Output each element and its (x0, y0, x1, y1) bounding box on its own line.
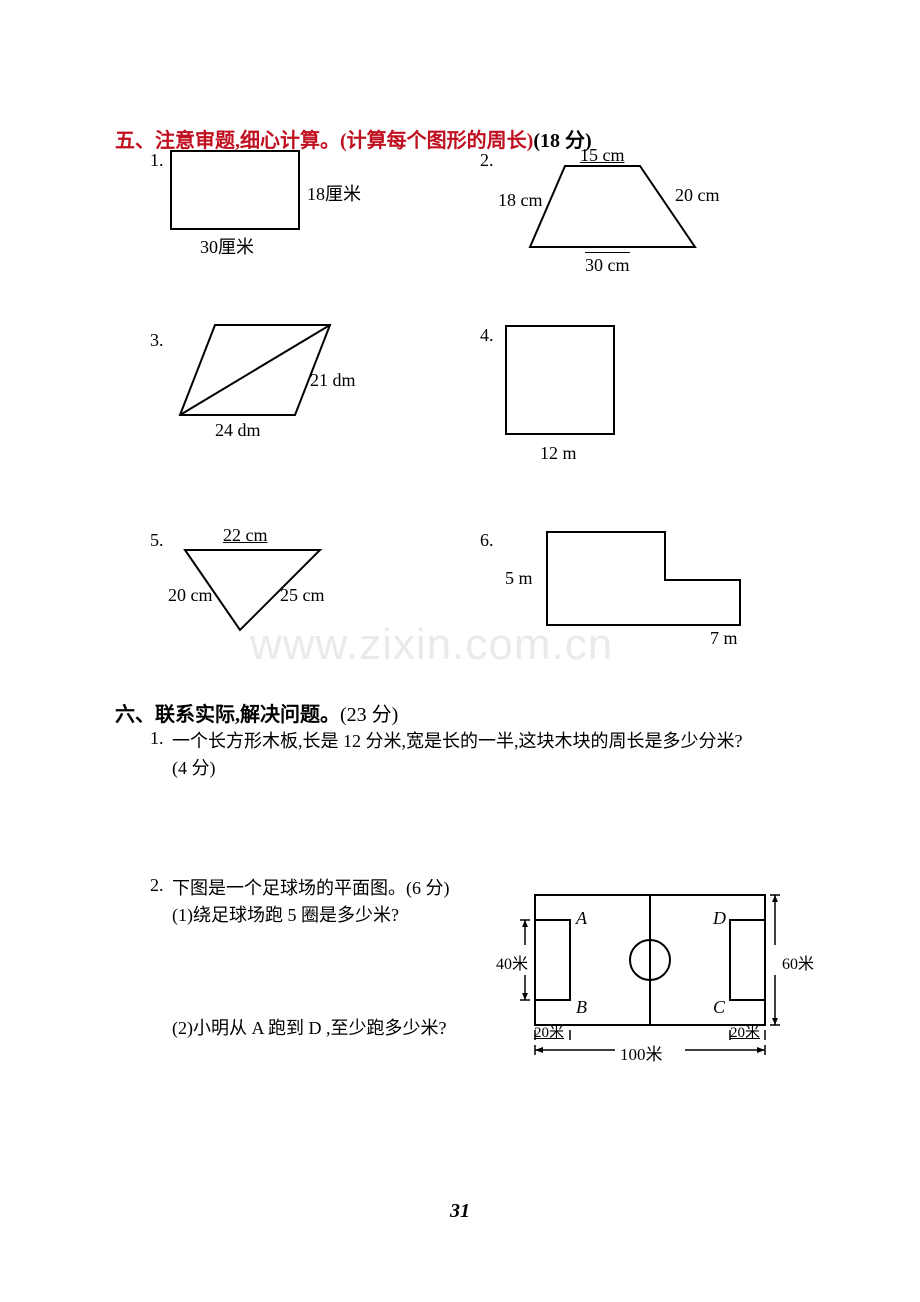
q1-number: 1. (150, 150, 164, 171)
s6q2-intro: 下图是一个足球场的平面图。(6 分) (172, 875, 450, 902)
section6-heading-text: 六、联系实际,解决问题。 (115, 704, 340, 726)
q2-bottom-label: 30 cm (585, 252, 630, 276)
label-20m-left: 20米 (534, 1021, 564, 1042)
q2-right-label: 20 cm (675, 185, 720, 206)
section5-heading-red: 五、注意审题,细心计算。(计算每个图形的周长) (115, 130, 533, 152)
q5-number: 5. (150, 530, 164, 551)
q3-bottom-label: 24 dm (215, 420, 261, 441)
q6-figure (545, 530, 745, 630)
label-40m: 40米 (496, 950, 528, 974)
label-60m: 60米 (782, 950, 814, 974)
s6q2-number: 2. (150, 875, 164, 896)
q6-height-label: 5 m (505, 568, 533, 589)
section6-heading: 六、联系实际,解决问题。(23 分) (115, 698, 398, 727)
label-D: D (713, 908, 726, 929)
q6-number: 6. (480, 530, 494, 551)
label-A: A (576, 908, 587, 929)
q4-figure (505, 325, 615, 435)
q1-width-label: 30厘米 (200, 233, 254, 259)
q3-side-label: 21 dm (310, 370, 356, 391)
s6q2-part2: (2)小明从 A 跑到 D ,至少跑多少米? (172, 1015, 446, 1042)
q5-right-label: 25 cm (280, 585, 325, 606)
watermark: www.zixin.com.cn (250, 620, 613, 670)
s6q1-number: 1. (150, 728, 164, 749)
q5-top-label: 22 cm (223, 525, 268, 546)
section6-heading-points: (23 分) (340, 704, 398, 726)
label-C: C (713, 997, 725, 1018)
q4-number: 4. (480, 325, 494, 346)
label-20m-right: 20米 (730, 1021, 760, 1042)
s6q2-part1: (1)绕足球场跑 5 圈是多少米? (172, 902, 399, 929)
section5-heading: 五、注意审题,细心计算。(计算每个图形的周长)(18 分) (115, 124, 592, 153)
q2-top-label: 15 cm (580, 145, 625, 166)
q2-left-label: 18 cm (498, 190, 543, 211)
s6q1-text: 一个长方形木板,长是 12 分米,宽是长的一半,这块木块的周长是多少分米? (172, 728, 812, 755)
q3-number: 3. (150, 330, 164, 351)
label-100m: 100米 (620, 1040, 663, 1065)
q4-side-label: 12 m (540, 443, 577, 464)
page-number: 31 (450, 1200, 470, 1223)
q1-figure (170, 150, 300, 230)
q1-height-label: 18厘米 (307, 180, 361, 206)
q6-width-label: 7 m (710, 628, 738, 649)
label-B: B (576, 997, 587, 1018)
q2-number: 2. (480, 150, 494, 171)
q5-left-label: 20 cm (168, 585, 213, 606)
s6q1-points: (4 分) (172, 755, 216, 782)
